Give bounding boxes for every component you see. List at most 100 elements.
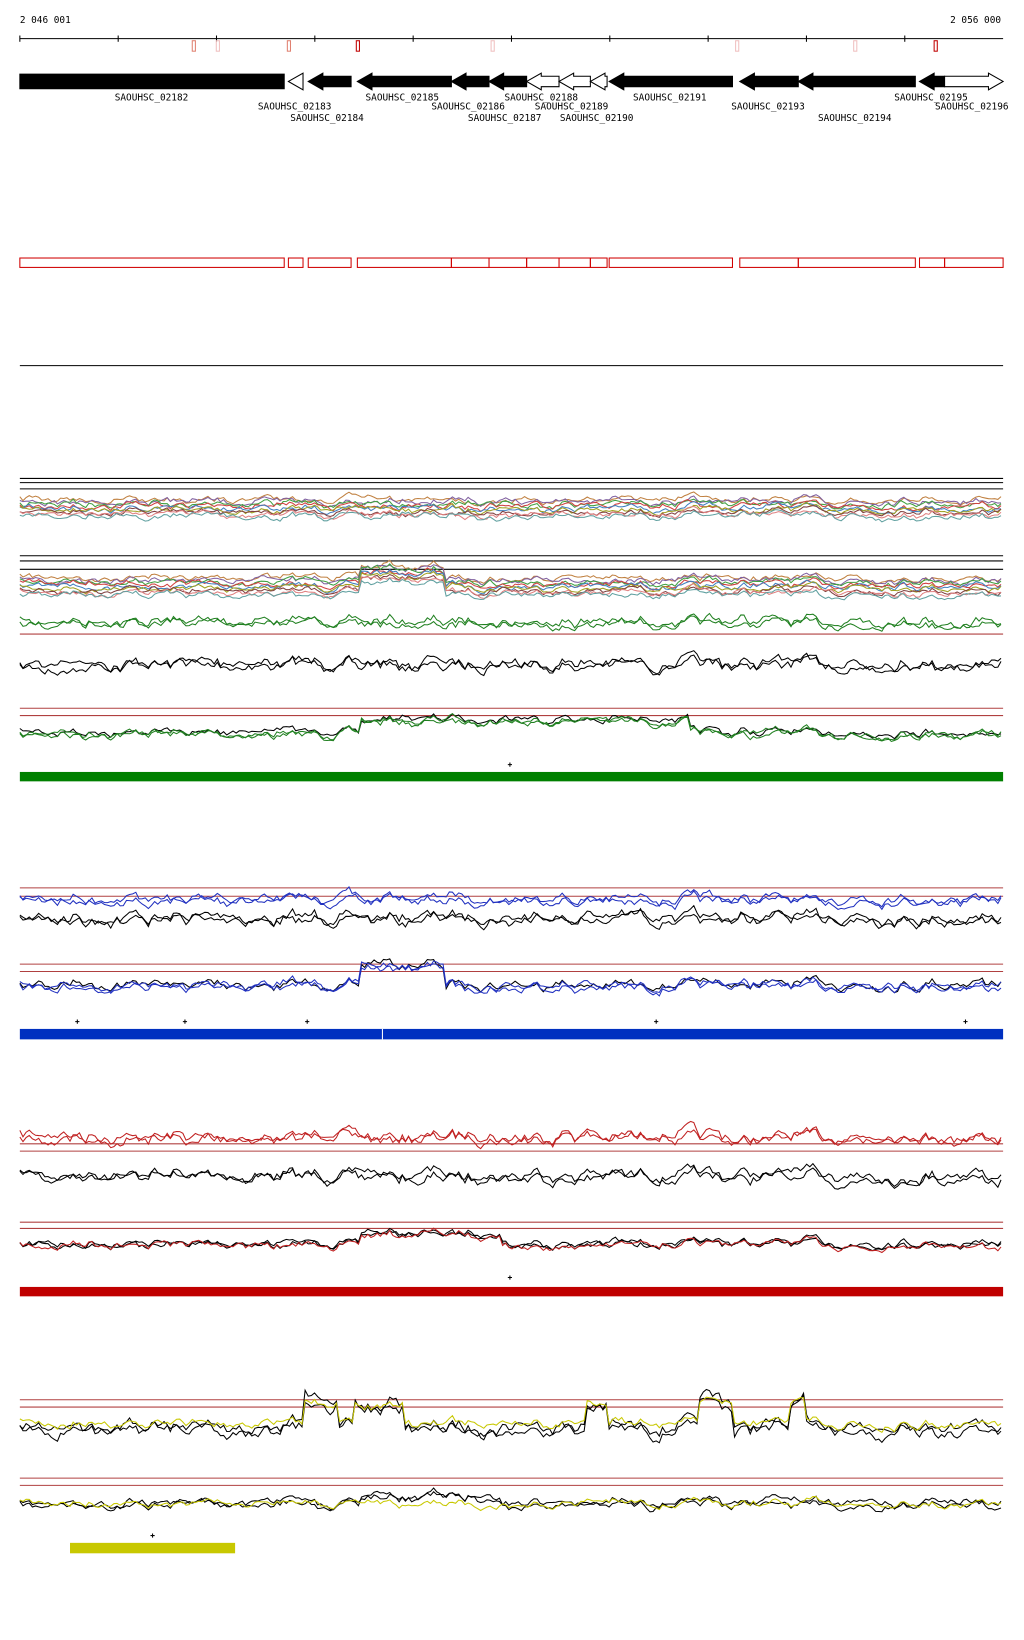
signal (19, 500, 1002, 516)
gene (797, 72, 916, 91)
plus (654, 1019, 659, 1024)
gene-box (356, 257, 452, 268)
plus (963, 1019, 968, 1024)
gene-label: SAOUHSC_02183 (258, 102, 332, 113)
signal (19, 652, 1002, 677)
gene (738, 72, 799, 91)
signal (19, 1396, 1002, 1434)
gene-box (918, 257, 946, 268)
signal (19, 1388, 1002, 1438)
gene-box (526, 257, 560, 268)
gene (19, 73, 285, 90)
gene-label: SAOUHSC_02196 (935, 102, 1009, 113)
gene-label: SAOUHSC_02188 (505, 92, 579, 103)
gene-box (944, 257, 1004, 268)
ruler-start: 2 046 001 (20, 15, 71, 26)
ruler-mark (933, 40, 938, 52)
track-bar (19, 771, 1004, 782)
signal (19, 563, 1002, 589)
ruler-end: 2 056 000 (950, 15, 1001, 26)
gene (487, 72, 528, 91)
signal (19, 567, 1002, 591)
gene (287, 72, 304, 91)
ruler-mark (286, 40, 292, 52)
gene-label: SAOUHSC_02182 (115, 92, 189, 103)
signal (19, 960, 1002, 994)
signal (19, 505, 1002, 521)
ruler-mark (355, 40, 360, 52)
signal (19, 1496, 1002, 1512)
signal (19, 1491, 1002, 1513)
signal (19, 1393, 1002, 1444)
gene-label: SAOUHSC_02190 (560, 113, 634, 124)
signal (19, 498, 1002, 511)
plus (75, 1019, 80, 1024)
signal (19, 907, 1002, 931)
gene (608, 72, 733, 91)
signal (19, 713, 1002, 740)
plus (305, 1019, 310, 1024)
ruler-mark (191, 40, 196, 52)
gene-label: SAOUHSC_02194 (818, 113, 892, 124)
gene-label: SAOUHSC_02184 (290, 113, 364, 124)
track-bar (19, 1028, 1004, 1040)
gene-box (558, 257, 591, 268)
signal (19, 505, 1002, 518)
signal (19, 1120, 1002, 1146)
signal (19, 886, 1002, 908)
gene-label: SAOUHSC_02186 (431, 102, 505, 113)
gene-box (19, 257, 285, 268)
gene-box (307, 257, 352, 268)
ruler-mark (215, 40, 220, 52)
gene-label: SAOUHSC_02189 (535, 102, 609, 113)
gene-box (797, 257, 916, 268)
signal (19, 1229, 1002, 1252)
signal (19, 1162, 1002, 1188)
signal (19, 615, 1002, 632)
signal (19, 1487, 1002, 1511)
signal (19, 715, 1002, 743)
signal (19, 1227, 1002, 1254)
signal (19, 713, 1002, 742)
signal (19, 904, 1002, 928)
gene-label: SAOUHSC_02185 (366, 92, 440, 103)
signal (19, 650, 1002, 676)
signal (19, 1165, 1002, 1190)
gene (944, 72, 1005, 91)
signal (19, 1124, 1002, 1150)
gene-box (450, 257, 490, 268)
plus (150, 1533, 155, 1538)
gene (918, 72, 946, 91)
gene-box (488, 257, 528, 268)
gene-box (589, 257, 608, 268)
signal (19, 577, 1002, 601)
gene-label: SAOUHSC_02191 (633, 92, 707, 103)
ruler-mark (490, 40, 495, 52)
ruler-mark (735, 40, 740, 52)
gene (356, 72, 452, 91)
gene-label: SAOUHSC_02195 (894, 92, 968, 103)
gene-box (739, 257, 799, 268)
signal (19, 961, 1002, 997)
signal (19, 612, 1002, 630)
signal (19, 570, 1002, 595)
gene (525, 72, 560, 91)
signal (19, 509, 1002, 523)
signal (19, 499, 1002, 513)
signal (19, 890, 1002, 911)
plus (507, 762, 512, 767)
gene-box (608, 257, 733, 268)
gene-box (287, 257, 304, 268)
signal (19, 502, 1002, 517)
plus (507, 1275, 512, 1280)
gene-label: SAOUHSC_02187 (468, 113, 542, 124)
gene (450, 72, 490, 91)
plus (182, 1019, 188, 1024)
gene (589, 72, 608, 91)
track-bar (70, 1542, 236, 1554)
track-bar (19, 1286, 1004, 1297)
gene (307, 72, 352, 91)
gene (557, 72, 591, 91)
